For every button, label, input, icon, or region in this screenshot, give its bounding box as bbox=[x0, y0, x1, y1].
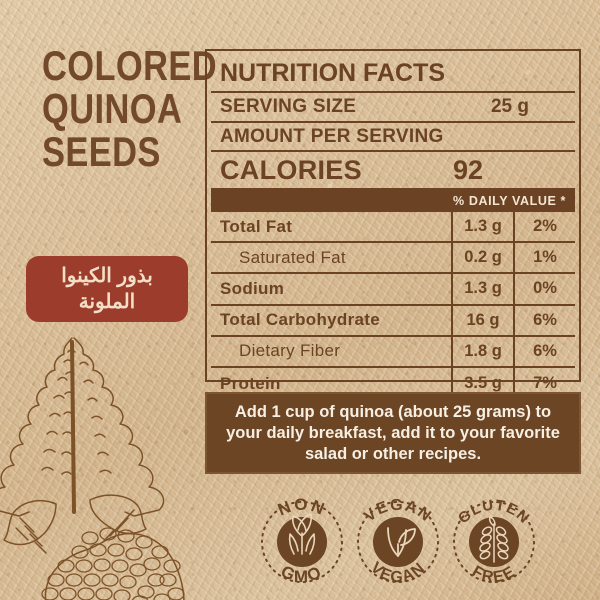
title-line-2: QUINOA bbox=[42, 85, 183, 132]
table-row: Saturated Fat 0.2 g 1% bbox=[211, 243, 575, 275]
nutrient-amount: 1.8 g bbox=[451, 336, 513, 366]
nutrient-dv: 2% bbox=[513, 212, 575, 242]
nutrient-amount: 16 g bbox=[451, 305, 513, 335]
quinoa-plant-illustration bbox=[0, 322, 209, 600]
nutrient-amount: 1.3 g bbox=[451, 212, 513, 242]
page-title: COLORED QUINOA SEEDS bbox=[42, 42, 218, 175]
daily-value-header-row: % DAILY VALUE * bbox=[211, 190, 575, 212]
amount-per-serving-row: AMOUNT PER SERVING bbox=[211, 123, 575, 152]
calories-row: CALORIES 92 bbox=[211, 152, 575, 190]
nutrient-dv: 1% bbox=[513, 243, 575, 273]
table-row: Sodium 1.3 g 0% bbox=[211, 274, 575, 306]
nutrition-heading-row: NUTRITION FACTS bbox=[211, 55, 575, 93]
calories-label: CALORIES bbox=[220, 154, 362, 185]
table-row: Total Fat 1.3 g 2% bbox=[211, 212, 575, 244]
amount-per-serving-label: AMOUNT PER SERVING bbox=[220, 125, 444, 147]
nutrient-label: Total Carbohydrate bbox=[220, 310, 380, 330]
nutrient-amount: 1.3 g bbox=[451, 274, 513, 304]
seal-top-text: NON bbox=[275, 495, 329, 519]
nutrient-dv: 0% bbox=[513, 274, 575, 304]
nutrient-label: Sodium bbox=[220, 278, 285, 298]
seal-vegan: VEGAN VEGAN bbox=[346, 486, 450, 598]
table-row: Total Carbohydrate 16 g 6% bbox=[211, 305, 575, 337]
nutrient-label: Dietary Fiber bbox=[239, 341, 341, 361]
usage-instruction-text: Add 1 cup of quinoa (about 25 grams) to … bbox=[226, 402, 560, 463]
title-line-1: COLORED bbox=[42, 42, 218, 89]
nutrition-facts-table: NUTRITION FACTS SERVING SIZE 25 g AMOUNT… bbox=[205, 49, 581, 400]
table-row: Protein 3.5 g 7% bbox=[211, 367, 575, 400]
certification-seals: NON GMO VE bbox=[250, 486, 570, 598]
daily-value-header: % DAILY VALUE * bbox=[453, 194, 566, 208]
calories-value: 92 bbox=[453, 154, 484, 185]
nutrient-amount: 0.2 g bbox=[451, 243, 513, 273]
nutrient-amount: 3.5 g bbox=[451, 367, 513, 400]
nutrient-dv: 7% bbox=[513, 367, 575, 400]
nutrient-dv: 6% bbox=[513, 305, 575, 335]
serving-size-label: SERVING SIZE bbox=[220, 96, 357, 117]
nutrient-label: Saturated Fat bbox=[239, 247, 346, 267]
nutrition-heading: NUTRITION FACTS bbox=[220, 58, 445, 87]
nutrient-label: Protein bbox=[220, 373, 281, 393]
arabic-name-badge: بذور الكينوا الملونة bbox=[26, 256, 188, 322]
seal-non-gmo: NON GMO bbox=[250, 486, 354, 598]
nutrient-dv: 6% bbox=[513, 336, 575, 366]
nutrient-label: Total Fat bbox=[220, 216, 293, 236]
title-line-3: SEEDS bbox=[42, 128, 161, 175]
serving-size-row: SERVING SIZE 25 g bbox=[211, 93, 575, 123]
usage-instruction-panel: Add 1 cup of quinoa (about 25 grams) to … bbox=[205, 392, 581, 474]
table-row: Dietary Fiber 1.8 g 6% bbox=[211, 336, 575, 368]
serving-size-value: 25 g bbox=[490, 96, 529, 117]
seal-bottom-text: FREE bbox=[469, 563, 519, 586]
seal-gluten-free: GLUTEN FREE bbox=[442, 486, 546, 598]
arabic-name-text: بذور الكينوا الملونة bbox=[61, 265, 153, 313]
